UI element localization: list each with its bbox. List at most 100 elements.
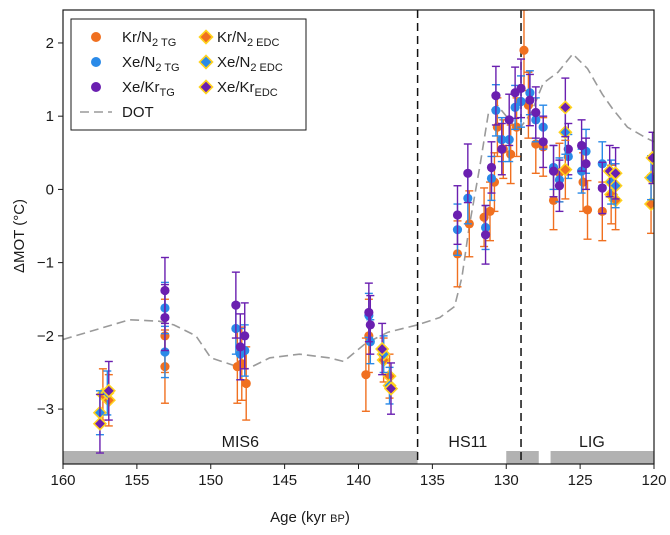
marker-circle <box>463 168 473 178</box>
x-tick-label: 135 <box>420 472 445 489</box>
period-label: MIS6 <box>222 434 259 451</box>
marker-circle <box>504 115 514 125</box>
marker-circle <box>538 137 548 147</box>
xekr_edc-point <box>92 393 108 454</box>
xekr_tg-point <box>235 313 245 381</box>
xekr_tg-point <box>548 144 559 198</box>
marker-circle <box>452 210 463 220</box>
marker-circle <box>240 331 250 341</box>
marker-diamond <box>101 383 116 398</box>
marker-circle <box>582 205 593 215</box>
marker-diamond <box>383 381 399 396</box>
marker-circle <box>364 307 374 318</box>
marker-circle <box>577 140 587 151</box>
legend-circle-swatch <box>91 82 101 92</box>
xekr_tg-point <box>581 137 591 191</box>
marker-diamond <box>558 162 573 177</box>
period-bar-segment <box>63 451 418 464</box>
marker-diamond <box>643 196 654 212</box>
y-tick-label: −1 <box>37 255 54 272</box>
xekr_edc-point <box>383 362 399 415</box>
marker-circle <box>485 206 495 216</box>
legend-diamond-swatch <box>198 79 214 95</box>
xekr_tg-point <box>525 73 535 127</box>
axis-layer: 160 155 150 145 140 135 130 125 120 −3 −2 −1 0 1 2 <box>37 35 667 489</box>
xekr_tg-point <box>452 185 463 246</box>
marker-diamond <box>92 416 108 431</box>
xekr_tg-point <box>364 282 374 343</box>
dot-series-line <box>63 52 654 370</box>
marker-circle <box>231 300 241 310</box>
xekr_tg-point <box>240 302 250 370</box>
kr_tg-point <box>485 181 495 242</box>
marker-circle <box>479 212 489 222</box>
x-axis-label: Age (kyr BP) <box>270 509 350 526</box>
xekr_tg-point <box>597 161 607 215</box>
legend-circle-swatch <box>91 32 101 42</box>
xekr_edc-point <box>608 146 623 200</box>
marker-circle <box>480 230 491 240</box>
legend-label: DOT <box>122 104 154 121</box>
xekr_tg-point <box>480 204 491 265</box>
legend-label: Kr/N2 TG <box>122 29 176 49</box>
period-label: LIG <box>579 434 605 451</box>
marker-circle <box>597 183 607 193</box>
xekr_tg-point <box>538 115 548 169</box>
boundary-layer <box>416 10 522 464</box>
y-tick-label: 2 <box>46 35 54 52</box>
marker-circle <box>491 91 501 101</box>
xekr_tg-point <box>516 58 526 119</box>
x-tick-label: 145 <box>272 472 297 489</box>
marker-circle <box>519 45 529 55</box>
legend-label: Xe/KrTG <box>122 79 175 99</box>
dot-layer <box>63 52 654 370</box>
x-tick-label: 120 <box>641 472 666 489</box>
legend-label: Xe/N2 EDC <box>217 54 283 74</box>
marker-diamond <box>375 341 390 357</box>
legend-box <box>70 18 307 131</box>
xekr_tg-point <box>463 143 473 204</box>
marker-circle <box>486 162 497 173</box>
xekr_tg-point <box>365 294 375 355</box>
marker-circle <box>548 195 559 205</box>
marker-diamond <box>645 150 654 166</box>
marker-circle <box>525 95 535 105</box>
y-tick-label: 0 <box>46 181 54 198</box>
y-tick-label: −3 <box>37 401 54 418</box>
marker-circle <box>235 342 245 352</box>
legend-label: Xe/KrEDC <box>217 79 278 99</box>
period-bar-layer <box>63 451 654 464</box>
legend: Kr/N2 TG Kr/N2 EDC Xe/N2 TG Xe/N2 EDC Xe/KrT… <box>70 18 307 131</box>
marker-circle <box>365 320 375 330</box>
marker-circle <box>506 149 516 159</box>
x-tick-label: 130 <box>494 472 519 489</box>
xekr_edc-point <box>375 322 390 376</box>
legend-label: Kr/N2 EDC <box>217 29 279 49</box>
marker-diamond <box>608 166 623 181</box>
xekr_edc-point <box>558 77 573 138</box>
xekr_tg-point <box>497 122 507 176</box>
marker-circle <box>581 159 591 169</box>
period-label: HS11 <box>448 434 487 451</box>
marker-circle <box>531 107 541 118</box>
kr_tg-point <box>582 179 593 240</box>
marker-circle <box>548 166 559 176</box>
legend-diamond-swatch <box>198 29 214 45</box>
marker-circle <box>554 181 565 191</box>
marker-circle <box>516 83 526 93</box>
period-bar-segment <box>550 451 654 464</box>
marker-diamond <box>558 100 573 115</box>
x-tick-label: 150 <box>198 472 223 489</box>
x-tick-label: 140 <box>346 472 371 489</box>
xekr_edc-point <box>645 131 654 185</box>
marker-circle <box>497 144 507 154</box>
xekr_tg-point <box>491 65 501 126</box>
period-bar-segment <box>506 451 539 464</box>
xekr_tg-point <box>486 141 497 194</box>
legend-label: Xe/N2 TG <box>122 54 180 74</box>
xekr_tg-point <box>231 271 241 339</box>
marker-circle <box>241 378 251 389</box>
x-tick-label: 155 <box>124 472 149 489</box>
